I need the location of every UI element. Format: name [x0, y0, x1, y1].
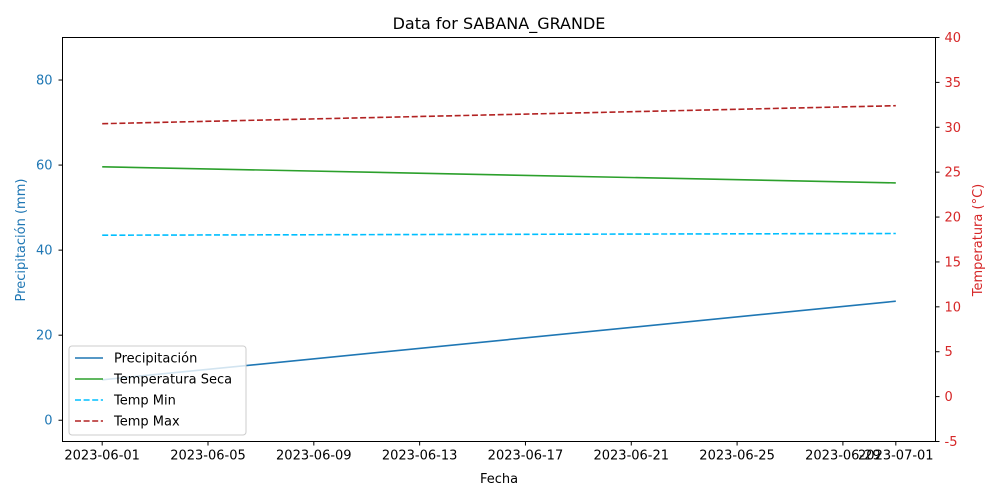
- legend-label: Temp Max: [113, 415, 180, 430]
- right-y-tick-label: 20: [945, 211, 962, 226]
- legend-label: Temperatura Seca: [113, 373, 232, 388]
- right-y-tick-label: 40: [945, 31, 962, 46]
- x-tick-label: 2023-06-01: [64, 449, 140, 464]
- right-y-tick-label: 35: [945, 76, 962, 91]
- right-y-axis-label: Temperatura (°C): [971, 184, 986, 297]
- x-axis-label: Fecha: [480, 472, 518, 487]
- legend-box: [68, 345, 247, 436]
- legend-label: Temp Min: [113, 394, 176, 409]
- legend: Precipitación Temperatura Seca Temp Min Tem…: [68, 345, 247, 436]
- right-y-axis: -5 0 5 10 15 20 25 30 35 40: [935, 31, 962, 450]
- right-y-tick-label: 0: [945, 390, 953, 405]
- right-y-tick-label: 25: [945, 166, 962, 181]
- left-y-axis-label: Precipitación (mm): [14, 179, 29, 302]
- left-y-tick-label: 40: [36, 244, 53, 259]
- x-axis: 2023-06-01 2023-06-05 2023-06-09 2023-06-13…: [64, 441, 934, 464]
- x-tick-label: 2023-06-13: [382, 449, 458, 464]
- x-tick-label: 2023-06-05: [170, 449, 246, 464]
- legend-label: Precipitación: [114, 352, 197, 367]
- right-y-tick-label: 10: [945, 300, 962, 315]
- series-line-temp-max: [102, 104, 896, 125]
- left-y-tick-label: 20: [36, 329, 53, 344]
- right-y-tick-label: 15: [945, 255, 962, 270]
- series-line-temperatura-seca: [102, 166, 896, 184]
- x-tick-label: 2023-06-29: [805, 449, 881, 464]
- x-tick-label: 2023-06-09: [276, 449, 352, 464]
- x-tick-label: 2023-07-01: [858, 449, 934, 464]
- right-y-tick-label: -5: [945, 435, 958, 450]
- plot-frame: [62, 37, 936, 442]
- x-tick-label: 2023-06-25: [699, 449, 775, 464]
- left-y-tick-label: 80: [36, 74, 53, 89]
- series-line-temp-min: [102, 232, 896, 236]
- left-y-tick-label: 60: [36, 159, 53, 174]
- x-tick-label: 2023-06-21: [593, 449, 669, 464]
- chart-title: Data for SABANA_GRANDE: [393, 14, 606, 34]
- x-tick-label: 2023-06-17: [488, 449, 564, 464]
- left-y-axis: 0 20 40 60 80: [36, 74, 63, 429]
- right-y-tick-label: 5: [945, 345, 953, 360]
- right-y-tick-label: 30: [945, 121, 962, 136]
- left-y-tick-label: 0: [44, 414, 52, 429]
